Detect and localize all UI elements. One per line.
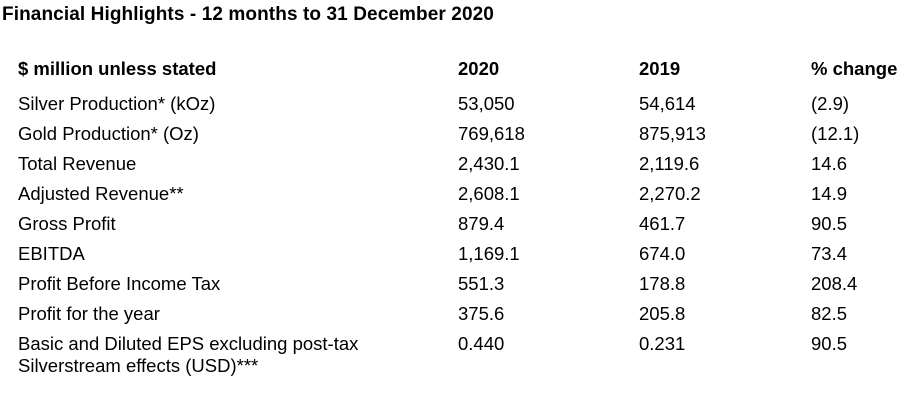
table-row: Gold Production* (Oz) 769,618 875,913 (1…	[18, 123, 908, 153]
row-label: Profit for the year	[18, 303, 160, 324]
row-label: Gross Profit	[18, 213, 116, 234]
row-label: Gold Production* (Oz)	[18, 123, 199, 144]
value-2019: 875,913	[639, 123, 706, 144]
row-label: Silver Production* (kOz)	[18, 93, 216, 114]
value-2020: 2,608.1	[458, 183, 520, 204]
row-label: EBITDA	[18, 243, 85, 264]
row-label-line-2: Silverstream effects (USD)***	[18, 355, 259, 376]
value-percent-change: 90.5	[811, 213, 848, 234]
table-row: Basic and Diluted EPS excluding post-tax…	[18, 333, 908, 377]
value-2019: 461.7	[639, 213, 686, 234]
value-2020: 53,050	[458, 93, 515, 114]
row-label: Adjusted Revenue**	[18, 183, 184, 204]
value-percent-change: 90.5	[811, 333, 848, 354]
header-percent-change: % change	[811, 58, 898, 79]
value-2020: 551.3	[458, 273, 505, 294]
row-label: Profit Before Income Tax	[18, 273, 221, 294]
value-2020: 769,618	[458, 123, 525, 144]
value-percent-change: 14.6	[811, 153, 848, 174]
value-2019: 2,119.6	[639, 153, 700, 174]
table-header-row: $ million unless stated 2020 2019 % chan…	[18, 58, 908, 93]
page-title: Financial Highlights - 12 months to 31 D…	[2, 4, 494, 25]
value-percent-change: 73.4	[811, 243, 848, 264]
value-2020: 2,430.1	[458, 153, 520, 174]
value-2019: 2,270.2	[639, 183, 701, 204]
value-2019: 54,614	[639, 93, 696, 114]
value-percent-change: 82.5	[811, 303, 848, 324]
header-2020: 2020	[458, 58, 500, 79]
row-label-line-1: Basic and Diluted EPS excluding post-tax	[18, 333, 359, 354]
header-label: $ million unless stated	[18, 58, 217, 79]
value-percent-change: 208.4	[811, 273, 858, 294]
row-label: Basic and Diluted EPS excluding post-tax…	[18, 333, 458, 377]
table-row: EBITDA 1,169.1 674.0 73.4	[18, 243, 908, 273]
value-2019: 205.8	[639, 303, 686, 324]
table-row: Profit for the year 375.6 205.8 82.5	[18, 303, 908, 333]
value-2020: 0.440	[458, 333, 505, 354]
table-row: Adjusted Revenue** 2,608.1 2,270.2 14.9	[18, 183, 908, 213]
header-2019: 2019	[639, 58, 681, 79]
value-2019: 674.0	[639, 243, 686, 264]
value-percent-change: (2.9)	[811, 93, 850, 114]
row-label: Total Revenue	[18, 153, 137, 174]
value-2020: 1,169.1	[458, 243, 520, 264]
table-row: Profit Before Income Tax 551.3 178.8 208…	[18, 273, 908, 303]
value-2019: 0.231	[639, 333, 686, 354]
table-row: Gross Profit 879.4 461.7 90.5	[18, 213, 908, 243]
value-percent-change: (12.1)	[811, 123, 860, 144]
value-percent-change: 14.9	[811, 183, 848, 204]
value-2020: 879.4	[458, 213, 505, 234]
value-2020: 375.6	[458, 303, 505, 324]
financial-highlights-table: $ million unless stated 2020 2019 % chan…	[18, 58, 908, 377]
table-row: Total Revenue 2,430.1 2,119.6 14.6	[18, 153, 908, 183]
table-row: Silver Production* (kOz) 53,050 54,614 (…	[18, 93, 908, 123]
value-2019: 178.8	[639, 273, 686, 294]
